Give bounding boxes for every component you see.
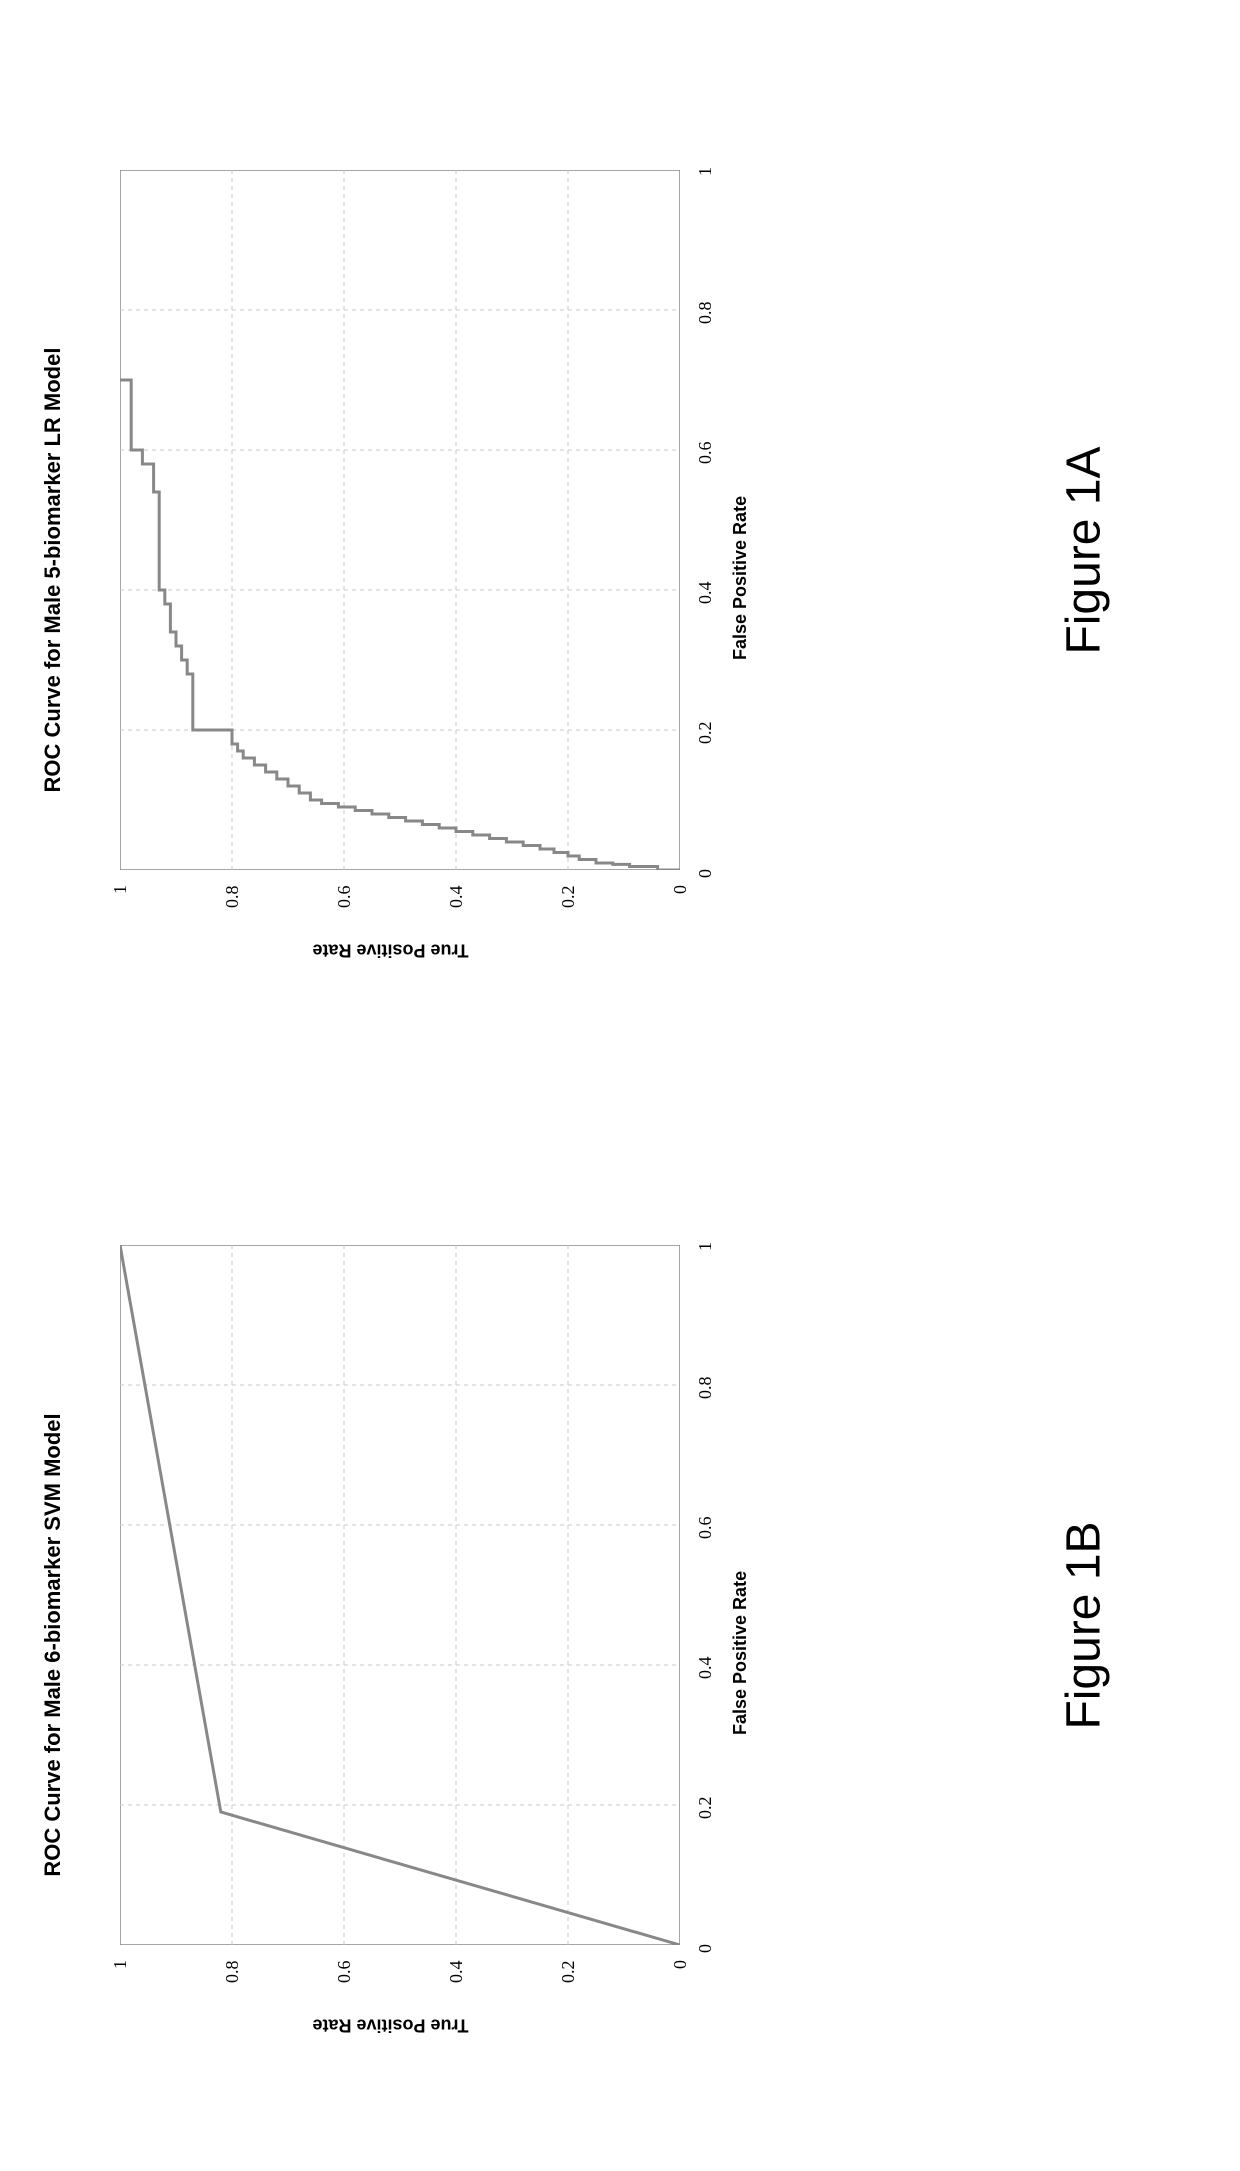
ytick: 0.8 [222, 1961, 243, 1984]
xtick: 0 [695, 869, 716, 878]
xtick: 1 [695, 1242, 716, 1251]
xtick: 0 [695, 1944, 716, 1953]
figure-1a-caption: Figure 1A [1057, 446, 1112, 654]
xtick: 0.4 [695, 1657, 716, 1680]
chart-1a-xlabel: False Positive Rate [730, 496, 751, 660]
ytick: 0.2 [558, 886, 579, 909]
chart-1b-title: ROC Curve for Male 6-biomarker SVM Model [40, 1225, 66, 2065]
xtick: 0.6 [695, 442, 716, 465]
ytick: 0.6 [334, 1961, 355, 1984]
chart-1b-xlabel: False Positive Rate [730, 1571, 751, 1735]
xtick: 0.6 [695, 1517, 716, 1540]
ytick: 0.4 [446, 1961, 467, 1984]
figure-1b-caption: Figure 1B [1057, 1521, 1112, 1729]
ytick: 1 [110, 1960, 131, 1969]
ytick: 0.2 [558, 1961, 579, 1984]
chart-1a-wrap: ROC Curve for Male 5-biomarker LR Model … [40, 110, 800, 990]
chart-1a-title: ROC Curve for Male 5-biomarker LR Model [40, 150, 66, 990]
figure-1b-block: ROC Curve for Male 6-biomarker SVM Model… [0, 1130, 1240, 2120]
chart-1b-plot [120, 1245, 680, 1945]
ytick: 0 [670, 1960, 691, 1969]
chart-1b-wrap: ROC Curve for Male 6-biomarker SVM Model… [40, 1185, 800, 2065]
chart-1b-ylabel: True Positive Rate [291, 2015, 491, 2036]
xtick: 0.4 [695, 582, 716, 605]
figure-1a-block: ROC Curve for Male 5-biomarker LR Model … [0, 40, 1240, 1060]
ytick: 0.8 [222, 886, 243, 909]
ytick: 1 [110, 885, 131, 894]
xtick: 0.8 [695, 1377, 716, 1400]
xtick: 0.2 [695, 722, 716, 745]
xtick: 0.8 [695, 302, 716, 325]
chart-1a-ylabel: True Positive Rate [291, 940, 491, 961]
chart-1a-plot [120, 170, 680, 870]
ytick: 0.4 [446, 886, 467, 909]
xtick: 0.2 [695, 1797, 716, 1820]
ytick: 0 [670, 885, 691, 894]
xtick: 1 [695, 167, 716, 176]
ytick: 0.6 [334, 886, 355, 909]
